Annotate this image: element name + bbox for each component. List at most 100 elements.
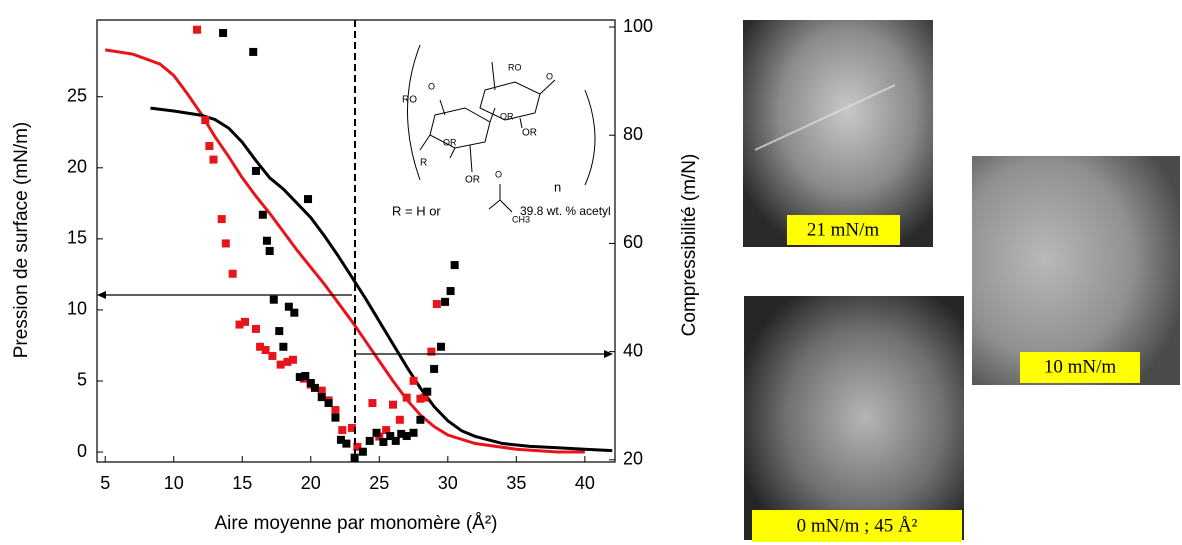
structure-label: n <box>554 179 561 194</box>
structure-label: O <box>495 169 502 179</box>
scatter-point <box>283 357 292 366</box>
y2-tick-label: 20 <box>623 449 643 469</box>
photo-label-box <box>752 510 962 542</box>
scatter-point <box>350 453 359 462</box>
scatter-point <box>258 210 267 219</box>
scatter-point <box>217 215 226 224</box>
x-tick-label: 10 <box>164 473 184 493</box>
scatter-point <box>279 342 288 351</box>
x-tick-label: 30 <box>438 473 458 493</box>
x-tick-label: 5 <box>100 473 110 493</box>
scatter-point <box>372 428 381 437</box>
line-series <box>104 48 585 454</box>
structure-label: OR <box>465 175 480 186</box>
scatter-point <box>331 413 340 422</box>
y-tick-label: 25 <box>67 85 87 105</box>
scatter-point <box>358 447 367 456</box>
scatter-point <box>265 247 274 256</box>
scatter-point <box>201 116 210 125</box>
scatter-point <box>209 155 218 164</box>
scatter-point <box>389 400 397 409</box>
scatter-point <box>301 371 310 380</box>
structure-label: CH3 <box>512 214 530 224</box>
structure-label: OR <box>443 137 457 147</box>
structure-label: R = H or <box>392 203 441 218</box>
scatter-point <box>276 360 285 369</box>
scatter-point <box>288 355 297 364</box>
scatter-point <box>395 415 404 424</box>
scatter-point <box>249 47 258 56</box>
scatter-point <box>409 376 418 385</box>
scatter-point <box>275 327 284 336</box>
scatter-point <box>295 373 304 382</box>
scatter-point <box>402 432 411 441</box>
scatter-point <box>261 346 270 355</box>
y-tick-label: 0 <box>77 441 87 461</box>
scatter-point <box>353 442 362 451</box>
structure-label: RO <box>508 62 522 72</box>
scatter-point <box>382 426 391 435</box>
structure-label: 39.8 wt. % acetyl <box>520 204 611 218</box>
arrow-head <box>604 350 613 358</box>
scatter-point <box>228 269 237 278</box>
scatter-point <box>193 25 202 34</box>
scatter-point <box>336 435 345 444</box>
scatter-point <box>256 342 265 351</box>
scatter-point <box>420 393 429 402</box>
scatter-point <box>306 379 315 388</box>
scatter-point <box>284 302 293 311</box>
photo <box>744 296 964 540</box>
arrow-head <box>97 291 106 299</box>
y-axis-title: Pression de surface (mN/m) <box>11 122 32 359</box>
x-tick-label: 35 <box>506 473 526 493</box>
scatter-point <box>205 142 214 151</box>
scatter-point <box>391 436 400 445</box>
structure-label: OR <box>522 128 537 139</box>
y-tick-label: 20 <box>67 157 87 177</box>
photo-label: 0 mN/m ; 45 Å² <box>797 515 918 536</box>
photo <box>972 156 1180 385</box>
y2-tick-label: 40 <box>623 340 643 360</box>
scatter-point <box>331 406 340 415</box>
scatter-point <box>430 364 439 373</box>
scatter-point <box>450 261 459 270</box>
scatter-point <box>432 300 441 309</box>
scatter-point <box>416 394 425 403</box>
photo-feature <box>754 84 896 151</box>
x-tick-label: 20 <box>301 473 321 493</box>
photo <box>743 20 933 247</box>
scatter-point <box>441 297 450 306</box>
photo-label-box <box>787 215 900 245</box>
structure <box>407 44 596 213</box>
y-tick-label: 10 <box>67 299 87 319</box>
x-tick-label: 40 <box>575 473 595 493</box>
structure-label: OR <box>500 111 514 121</box>
structure-label: O <box>428 81 435 91</box>
scatter-point <box>338 426 347 435</box>
scatter-point <box>446 287 455 296</box>
scatter-point <box>317 393 326 402</box>
scatter-point <box>310 383 319 392</box>
scatter-point <box>397 429 406 438</box>
photo-label: 21 mN/m <box>807 219 880 240</box>
scatter-point <box>379 437 388 446</box>
scatter-point <box>427 347 436 356</box>
scatter-point <box>304 195 313 204</box>
scatter-point <box>402 393 411 402</box>
structure-label: R <box>420 158 427 169</box>
scatter-point <box>251 166 260 175</box>
scatter-point <box>409 428 418 437</box>
y-tick-label: 5 <box>77 370 87 390</box>
x-axis-title: Aire moyenne par monomère (Å²) <box>215 513 498 534</box>
scatter-point <box>317 386 326 395</box>
photo-label-box <box>1020 352 1140 383</box>
scatter-point <box>436 342 445 351</box>
y2-tick-label: 80 <box>623 124 643 144</box>
scatter-point <box>235 320 244 329</box>
scatter-point <box>268 351 277 360</box>
y2-axis-title: Compressibilité (m/N) <box>679 154 700 337</box>
scatter-point <box>251 324 260 333</box>
